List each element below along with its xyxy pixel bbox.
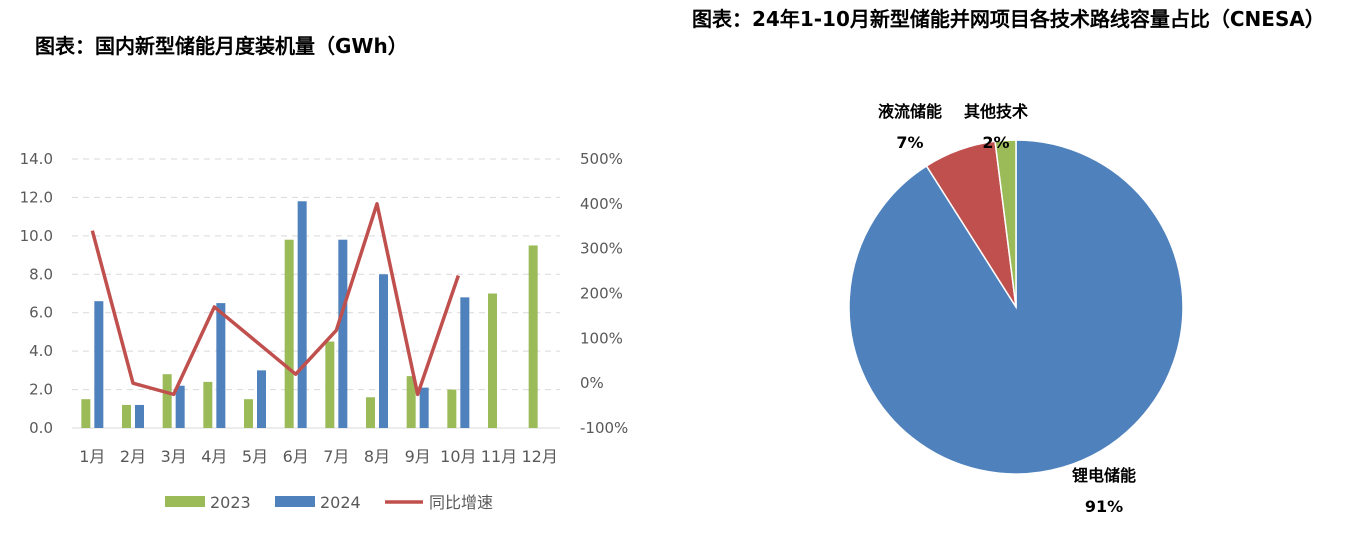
y-left-tick-label: 14.0 [20,150,53,168]
x-tick-label: 8月 [364,447,390,466]
bar-2023 [447,389,457,428]
legend-label: 2023 [210,493,251,512]
bar-2024 [94,301,104,428]
x-tick-label: 10月 [440,447,476,466]
y-left-tick-label: 8.0 [29,265,53,283]
y-left-tick-label: 2.0 [29,381,53,399]
bar-2023 [244,399,253,428]
bar-2023 [203,381,213,428]
bar-2023 [406,376,416,428]
y-right-tick-label: 100% [580,329,623,347]
bar-2024 [419,387,429,428]
y-left-tick-label: 12.0 [20,188,53,206]
y-left-tick-label: 0.0 [29,419,53,437]
x-tick-label: 3月 [161,447,187,466]
bar-2023 [122,404,131,428]
bar-2024 [379,274,388,428]
y-left-tick-label: 6.0 [29,304,53,322]
bar-2024 [257,370,266,428]
x-tick-label: 12月 [521,447,557,466]
bar-2023 [366,397,375,428]
bar-2024 [135,404,144,428]
pie-label-name: 其他技术 [964,102,1028,121]
legend-swatch [165,496,205,507]
bar-2023 [162,374,172,428]
y-right-tick-label: 300% [580,240,623,258]
y-right-tick-label: 500% [580,150,623,168]
y-right-tick-label: 400% [580,195,623,213]
bar-2024 [175,385,185,428]
x-tick-label: 6月 [283,447,309,466]
x-tick-label: 2月 [120,447,146,466]
legend-label: 同比增速 [429,493,493,512]
y-right-tick-label: 0% [580,374,604,392]
pie-label-pct: 2% [982,133,1009,152]
pie-label-name: 液流储能 [878,102,942,121]
x-tick-label: 1月 [79,447,105,466]
x-tick-label: 9月 [405,447,431,466]
pie-slice-其他技术 [994,139,1017,308]
x-tick-label: 11月 [481,447,517,466]
legend-label: 2024 [320,493,361,512]
y-left-tick-label: 10.0 [20,227,53,245]
pie-label-name: 锂电储能 [1072,466,1136,485]
bar-2023 [81,399,91,428]
bar-2023 [528,245,538,428]
left-chart-title: 图表：国内新型储能月度装机量（GWh） [35,34,408,58]
y-right-tick-label: 200% [580,285,623,303]
x-tick-label: 4月 [201,447,227,466]
bar-2023 [325,341,335,428]
y-right-tick-label: -100% [580,419,628,437]
pie-label-pct: 91% [1085,497,1123,516]
bar-2024 [460,297,470,428]
y-left-tick-label: 4.0 [29,342,53,360]
legend-swatch [275,496,315,507]
bar-2023 [284,239,294,428]
bar-2023 [488,293,497,428]
bar-2024 [216,303,226,428]
line-series-yoy [90,202,460,397]
bar-2024 [297,201,307,428]
right-chart-title: 图表：24年1-10月新型储能并网项目各技术路线容量占比（CNESA） [692,7,1325,31]
bar-2024 [338,239,348,428]
pie-label-pct: 7% [896,133,923,152]
x-tick-label: 7月 [323,447,349,466]
x-tick-label: 5月 [242,447,268,466]
